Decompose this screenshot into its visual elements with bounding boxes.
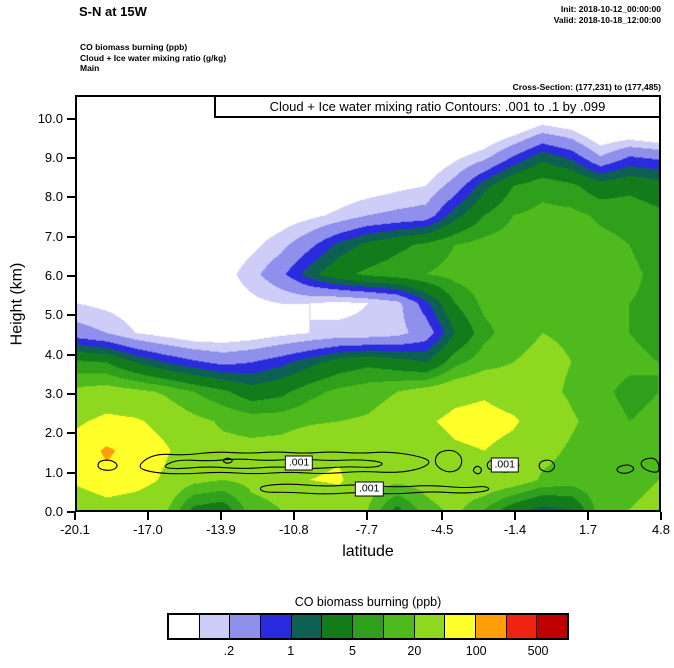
x-tick-label: -1.4 — [503, 522, 527, 537]
colorbar-title: CO biomass burning (ppb) — [294, 595, 442, 609]
y-tick-label: 9.0 — [44, 149, 63, 165]
y-tick-label: 4.0 — [44, 346, 63, 362]
colorbar-label: 100 — [465, 644, 487, 658]
field-line-domain: Main — [80, 63, 100, 73]
x-tick — [441, 512, 444, 520]
x-tick — [587, 512, 590, 520]
y-tick-label: 6.0 — [44, 267, 63, 283]
x-tick — [74, 512, 76, 520]
x-tick-label: -20.1 — [60, 522, 90, 537]
x-tick-label: -4.5 — [430, 522, 454, 537]
y-tick — [67, 471, 75, 474]
x-tick-label: -10.8 — [279, 522, 309, 537]
y-tick-label: 7.0 — [44, 228, 63, 244]
x-axis-title: latitude — [342, 543, 394, 560]
x-tick — [146, 512, 149, 520]
field-line-cloudice: Cloud + Ice water mixing ratio (g/kg) — [80, 52, 227, 63]
y-tick-label: 2.0 — [44, 425, 63, 441]
colorbar-label: 20 — [407, 644, 422, 658]
cloud-contour-label: .001 — [490, 457, 519, 473]
field-line-co: CO biomass burning (ppb) — [80, 42, 188, 52]
colorbar-cell — [445, 615, 476, 638]
colorbar-cell — [414, 615, 446, 638]
y-tick — [67, 156, 75, 159]
y-tick-label: 0.0 — [44, 504, 63, 519]
colorbar — [167, 613, 569, 640]
y-tick — [67, 314, 75, 317]
filled-contour-canvas — [77, 97, 659, 510]
x-tick-label: -7.7 — [355, 522, 379, 537]
colorbar-cell — [537, 615, 567, 638]
y-tick — [67, 274, 75, 277]
y-tick-label: 8.0 — [44, 189, 63, 205]
x-tick — [660, 512, 662, 520]
y-tick-label: 3.0 — [44, 385, 63, 401]
valid-timestamp: Valid: 2018-10-18_12:00:00 — [553, 15, 661, 25]
y-tick-label: 10.0 — [37, 110, 63, 126]
colorbar-cell — [261, 615, 292, 638]
y-tick — [67, 511, 75, 513]
y-axis-title: Height (km) — [0, 95, 34, 512]
colorbar-label: 1 — [287, 644, 295, 658]
colorbar-cell — [506, 615, 538, 638]
y-tick — [67, 235, 75, 238]
colorbar-cell — [383, 615, 415, 638]
y-tick — [67, 117, 75, 120]
y-tick — [67, 353, 75, 356]
plot-area: .001 .001 .001 Cloud + Ice water mixing ra… — [75, 95, 661, 512]
x-tick — [219, 512, 222, 520]
colorbar-cell — [475, 615, 507, 638]
y-axis-title-text: Height (km) — [8, 262, 25, 345]
y-tick — [67, 392, 75, 395]
colorbar-cell — [353, 615, 384, 638]
contour-info-box: Cloud + Ice water mixing ratio Contours:… — [214, 97, 659, 118]
x-tick-label: 1.7 — [578, 522, 598, 537]
colorbar-cell — [322, 615, 354, 638]
cloud-contour-label: .001 — [284, 455, 314, 471]
cross-section-label: Cross-Section: (177,231) to (177,485) — [512, 82, 661, 92]
x-tick-label: -13.9 — [206, 522, 236, 537]
colorbar-cell — [199, 615, 231, 638]
colorbar-cell — [291, 615, 323, 638]
colorbar-cell — [169, 615, 200, 638]
y-tick — [67, 432, 75, 435]
field-legend-block: CO biomass burning (ppb) Cloud + Ice wat… — [80, 42, 226, 74]
y-tick-label: 5.0 — [44, 307, 63, 323]
page-title: S-N at 15W — [79, 4, 147, 19]
x-tick-label: -17.0 — [133, 522, 163, 537]
colorbar-label: 5 — [349, 644, 356, 658]
colorbar-cell — [230, 615, 262, 638]
y-tick — [67, 196, 75, 199]
colorbar-label: 500 — [527, 644, 549, 658]
x-tick — [292, 512, 295, 520]
cloud-contour-label: .001 — [354, 481, 384, 497]
x-tick — [365, 512, 368, 520]
x-tick — [514, 512, 517, 520]
x-tick-label: 4.8 — [651, 522, 671, 537]
init-timestamp: Init: 2018-10-12_00:00:00 — [560, 4, 661, 14]
colorbar-label: .2 — [223, 644, 235, 658]
y-tick-label: 1.0 — [44, 464, 63, 480]
